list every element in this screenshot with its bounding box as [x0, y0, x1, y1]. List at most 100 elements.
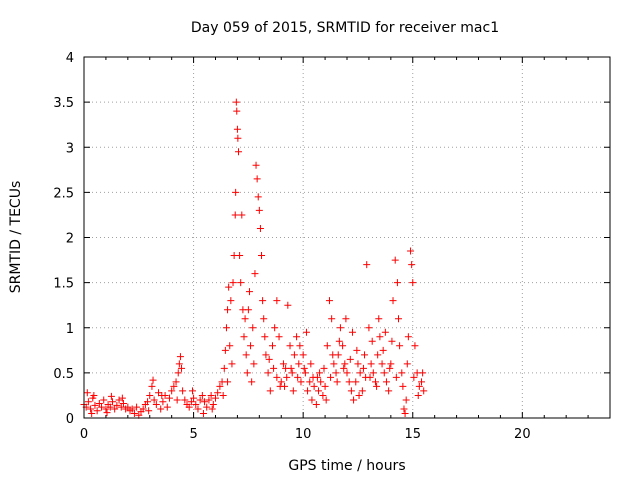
ticks: 0 5 10 15 20 0 0.5 1 1.5 2 2.5 3 3.5 4 — [53, 51, 611, 442]
data-point — [98, 403, 106, 411]
data-point — [295, 360, 303, 368]
data-point — [308, 396, 316, 404]
data-point — [355, 391, 363, 399]
data-point — [227, 297, 235, 305]
data-point — [325, 297, 333, 305]
data-point — [279, 360, 287, 368]
data-point — [343, 369, 351, 377]
data-point — [275, 333, 283, 341]
data-point — [201, 398, 209, 406]
data-point — [108, 398, 116, 406]
data-point — [293, 333, 301, 341]
data-point — [323, 342, 331, 350]
y-tick-label: 3 — [66, 141, 74, 156]
data-point — [235, 148, 243, 156]
data-point — [100, 396, 108, 404]
data-point — [150, 396, 158, 404]
data-point — [256, 224, 264, 232]
data-point — [130, 409, 138, 417]
data-point — [232, 188, 240, 196]
y-tick-label: 2 — [66, 232, 74, 247]
data-point — [148, 382, 156, 390]
data-point — [340, 364, 348, 372]
data-point — [83, 389, 91, 397]
data-point — [188, 387, 196, 395]
data-point — [117, 403, 125, 411]
data-point — [316, 369, 324, 377]
data-point — [146, 391, 154, 399]
data-point — [265, 355, 273, 363]
data-point — [152, 400, 160, 408]
data-point — [398, 369, 406, 377]
data-point — [347, 387, 355, 395]
data-point — [225, 283, 233, 291]
data-point — [173, 396, 181, 404]
data-point — [348, 328, 356, 336]
data-point — [392, 373, 400, 381]
data-point — [307, 360, 315, 368]
data-point — [342, 315, 350, 323]
data-point — [415, 382, 423, 390]
data-point — [91, 401, 99, 409]
data-point — [382, 378, 390, 386]
data-point — [376, 333, 384, 341]
data-point — [228, 360, 236, 368]
x-tick-label: 15 — [404, 427, 421, 442]
y-tick-label: 2.5 — [53, 186, 74, 201]
x-tick-label: 0 — [80, 427, 88, 442]
data-point — [312, 400, 320, 408]
data-point — [353, 346, 361, 354]
data-point — [243, 369, 251, 377]
data-point — [255, 206, 263, 214]
data-point — [315, 387, 323, 395]
data-point — [378, 360, 386, 368]
data-point — [380, 369, 388, 377]
data-point — [299, 351, 307, 359]
data-point — [276, 382, 284, 390]
data-point — [396, 342, 404, 350]
data-point — [365, 324, 373, 332]
data-point — [232, 98, 240, 106]
x-axis-label: GPS time / hours — [288, 458, 405, 474]
data-point — [124, 403, 132, 411]
data-point — [301, 369, 309, 377]
data-point — [354, 360, 362, 368]
data-point — [363, 261, 371, 269]
data-point — [395, 315, 403, 323]
data-point — [249, 324, 257, 332]
data-point — [388, 337, 396, 345]
data-point — [296, 342, 304, 350]
data-point — [209, 400, 217, 408]
data-point — [379, 346, 387, 354]
x-tick-label: 20 — [514, 427, 531, 442]
data-point — [241, 315, 249, 323]
data-point — [258, 252, 266, 260]
data-point — [163, 403, 171, 411]
data-point — [329, 351, 337, 359]
data-point — [244, 306, 252, 314]
data-point — [341, 360, 349, 368]
data-point — [271, 324, 279, 332]
data-point — [174, 369, 182, 377]
data-point — [283, 373, 291, 381]
data-point — [237, 279, 245, 287]
data-point — [233, 125, 241, 133]
data-point — [111, 405, 119, 413]
data-point — [319, 391, 327, 399]
data-point — [113, 401, 121, 409]
data-point — [87, 405, 95, 413]
data-point — [95, 400, 103, 408]
data-point — [207, 391, 215, 399]
data-point — [194, 405, 202, 413]
data-point — [133, 403, 141, 411]
data-point — [381, 328, 389, 336]
data-point — [170, 382, 178, 390]
data-point — [300, 364, 308, 372]
data-point — [262, 351, 270, 359]
data-point — [327, 373, 335, 381]
data-point — [304, 387, 312, 395]
data-point — [103, 409, 111, 417]
data-point — [229, 279, 237, 287]
data-point — [247, 342, 255, 350]
